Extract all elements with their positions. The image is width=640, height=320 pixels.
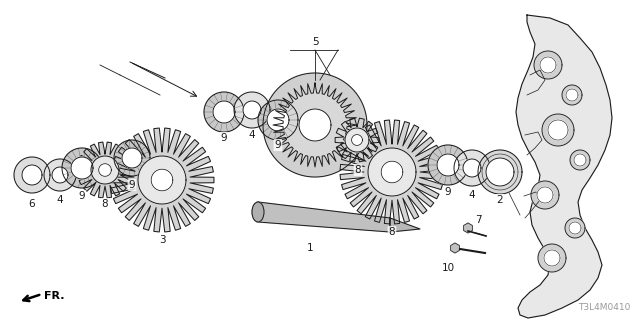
Polygon shape: [234, 92, 270, 128]
Polygon shape: [368, 148, 416, 196]
Polygon shape: [151, 169, 173, 191]
Polygon shape: [351, 135, 362, 145]
Polygon shape: [437, 154, 459, 176]
Polygon shape: [548, 120, 568, 140]
Polygon shape: [213, 101, 235, 123]
Polygon shape: [542, 114, 574, 146]
Polygon shape: [14, 157, 50, 193]
Text: 2: 2: [497, 195, 503, 205]
Text: 8: 8: [388, 227, 396, 237]
Polygon shape: [77, 142, 133, 198]
Polygon shape: [204, 92, 244, 132]
Text: 7: 7: [475, 215, 481, 225]
Polygon shape: [267, 109, 289, 131]
Text: 4: 4: [249, 130, 255, 140]
Text: 10: 10: [442, 263, 454, 273]
Text: 9: 9: [445, 187, 451, 197]
Polygon shape: [463, 159, 481, 177]
Polygon shape: [534, 51, 562, 79]
Polygon shape: [569, 222, 581, 234]
Polygon shape: [428, 145, 468, 185]
Polygon shape: [273, 83, 357, 167]
Polygon shape: [243, 101, 261, 119]
Polygon shape: [22, 165, 42, 185]
Polygon shape: [258, 100, 298, 140]
Polygon shape: [114, 140, 150, 176]
Text: 9: 9: [79, 191, 85, 201]
Polygon shape: [44, 159, 76, 191]
Polygon shape: [540, 57, 556, 73]
Text: 9: 9: [129, 180, 135, 190]
Polygon shape: [340, 120, 444, 224]
Text: 6: 6: [29, 199, 35, 209]
Polygon shape: [62, 148, 102, 188]
Text: 8: 8: [355, 165, 362, 175]
Text: 5: 5: [312, 37, 318, 47]
Polygon shape: [381, 161, 403, 183]
Polygon shape: [531, 181, 559, 209]
Text: 9: 9: [221, 133, 227, 143]
Polygon shape: [565, 218, 585, 238]
Text: 9: 9: [275, 140, 282, 150]
Polygon shape: [91, 156, 119, 184]
Polygon shape: [138, 156, 186, 204]
Polygon shape: [299, 109, 331, 141]
Polygon shape: [335, 118, 379, 162]
Polygon shape: [345, 128, 369, 152]
Polygon shape: [478, 150, 522, 194]
Polygon shape: [71, 157, 93, 179]
Text: 3: 3: [159, 235, 165, 245]
Polygon shape: [566, 89, 578, 101]
Polygon shape: [263, 73, 367, 177]
Text: 4: 4: [468, 190, 476, 200]
Text: 1: 1: [307, 243, 314, 253]
Polygon shape: [570, 150, 590, 170]
Polygon shape: [52, 167, 68, 183]
Polygon shape: [538, 244, 566, 272]
Ellipse shape: [252, 202, 264, 222]
Polygon shape: [516, 15, 612, 318]
Polygon shape: [537, 187, 553, 203]
Polygon shape: [454, 150, 490, 186]
Polygon shape: [574, 154, 586, 166]
Polygon shape: [110, 128, 214, 232]
Polygon shape: [99, 164, 111, 176]
Polygon shape: [486, 158, 514, 186]
Text: 8: 8: [102, 199, 108, 209]
Text: FR.: FR.: [44, 291, 65, 301]
Polygon shape: [390, 218, 420, 232]
Text: 4: 4: [57, 195, 63, 205]
Polygon shape: [544, 250, 560, 266]
Polygon shape: [562, 85, 582, 105]
Polygon shape: [258, 202, 390, 232]
Polygon shape: [122, 148, 142, 168]
Text: T3L4M0410: T3L4M0410: [578, 303, 630, 312]
